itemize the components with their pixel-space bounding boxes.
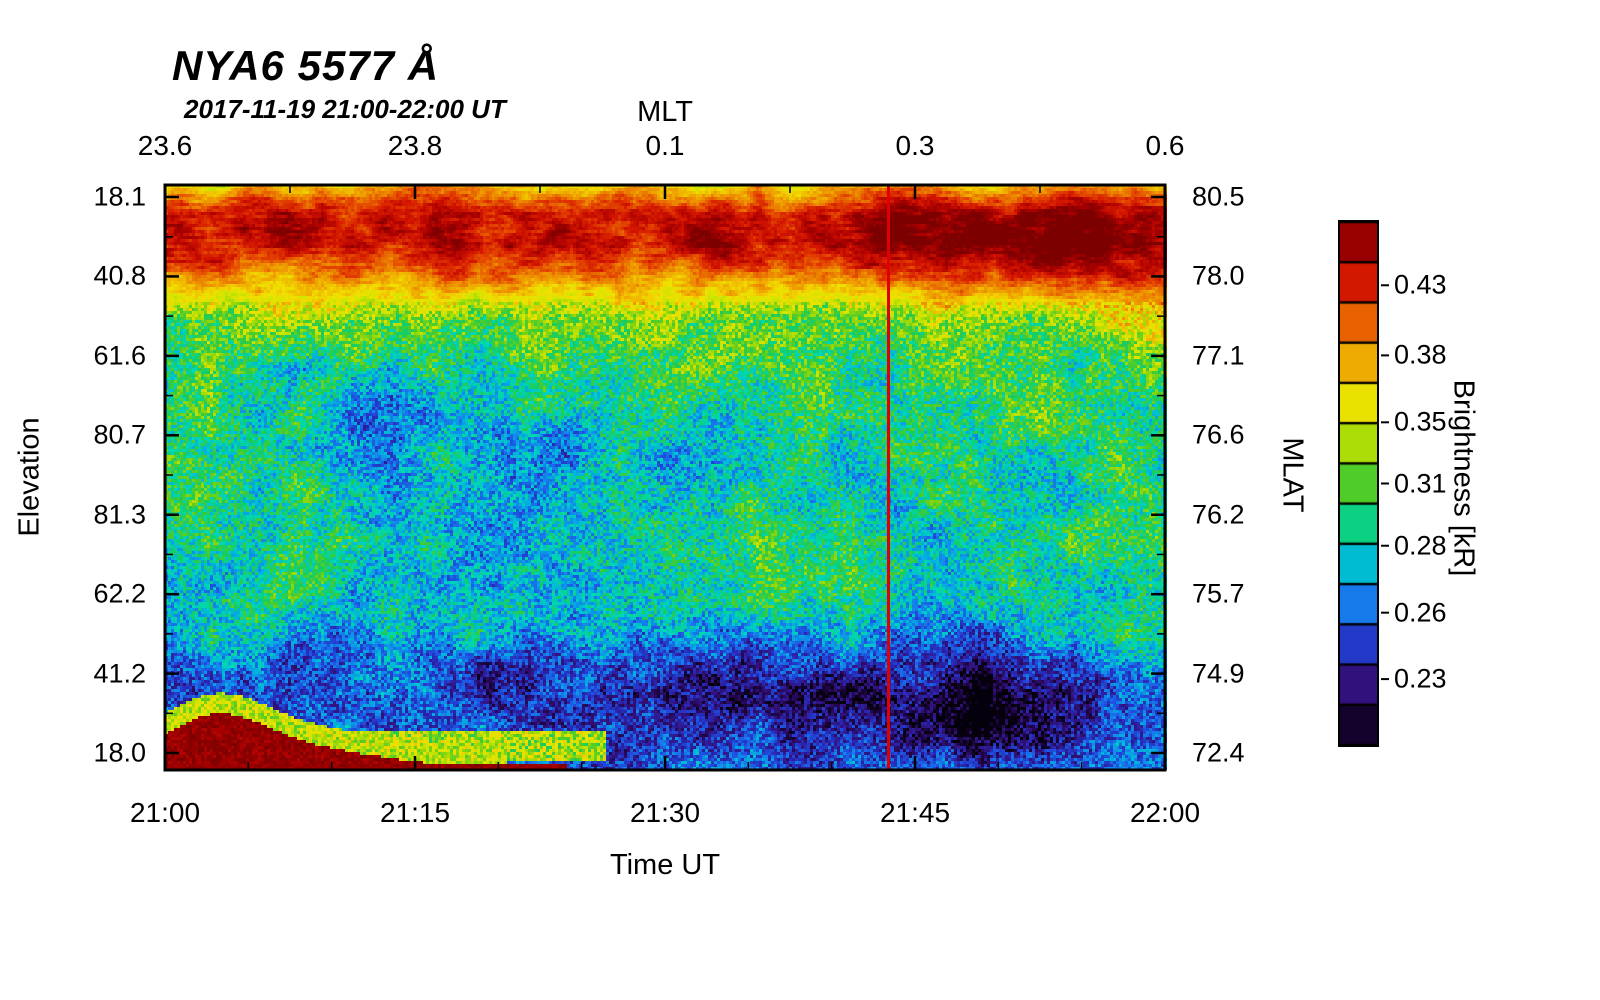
right-tick-label: 72.4 (1192, 737, 1245, 768)
right-tick-label: 76.6 (1192, 419, 1245, 450)
colorbar-tick-label: 0.26 (1394, 597, 1447, 628)
left-tick-label: 61.6 (93, 340, 146, 371)
top-axis-title: MLT (637, 96, 693, 128)
colorbar-tick-label: 0.28 (1394, 530, 1447, 561)
bottom-tick-label: 21:30 (629, 797, 701, 828)
right-axis-title: MLAT (1276, 437, 1309, 513)
left-tick-label: 41.2 (93, 658, 146, 689)
colorbar-tick-label: 0.23 (1394, 663, 1447, 694)
colorbar-tick-label: 0.35 (1394, 406, 1447, 437)
bottom-tick-label: 22:00 (1129, 797, 1201, 828)
bottom-axis-title: Time UT (609, 849, 721, 881)
plot-subtitle: 2017-11-19 21:00-22:00 UT (184, 94, 506, 124)
right-tick-label: 75.7 (1192, 578, 1245, 609)
bottom-tick-label: 21:45 (879, 797, 951, 828)
plot-title: NYA6 5577 Å (172, 42, 440, 89)
right-tick-label: 76.2 (1192, 499, 1245, 530)
right-tick-label: 77.1 (1192, 340, 1245, 371)
heatmap-canvas (165, 185, 1167, 770)
top-tick-label: 23.6 (137, 130, 193, 161)
top-tick-label: 23.8 (387, 130, 443, 161)
left-tick-label: 62.2 (93, 578, 146, 609)
right-tick-label: 80.5 (1192, 181, 1245, 212)
left-tick-label: 18.1 (93, 181, 146, 212)
top-tick-label: 0.1 (645, 130, 685, 161)
left-tick-label: 40.8 (93, 260, 146, 291)
bottom-tick-label: 21:00 (129, 797, 201, 828)
bottom-tick-label: 21:15 (379, 797, 451, 828)
colorbar-tick-label: 0.38 (1394, 339, 1447, 370)
colorbar-tick-label: 0.31 (1394, 468, 1447, 498)
top-tick-label: 0.6 (1145, 130, 1185, 161)
left-axis-title: Elevation (13, 417, 46, 537)
colorbar (1338, 220, 1379, 747)
left-tick-label: 80.7 (93, 419, 146, 450)
top-tick-label: 0.3 (895, 130, 935, 161)
left-tick-label: 18.0 (93, 737, 146, 768)
colorbar-tick-label: 0.43 (1394, 269, 1447, 300)
colorbar-title: Brightness [kR] (1447, 379, 1480, 577)
right-tick-label: 78.0 (1192, 260, 1245, 291)
right-tick-label: 74.9 (1192, 658, 1245, 689)
left-tick-label: 81.3 (93, 499, 146, 530)
